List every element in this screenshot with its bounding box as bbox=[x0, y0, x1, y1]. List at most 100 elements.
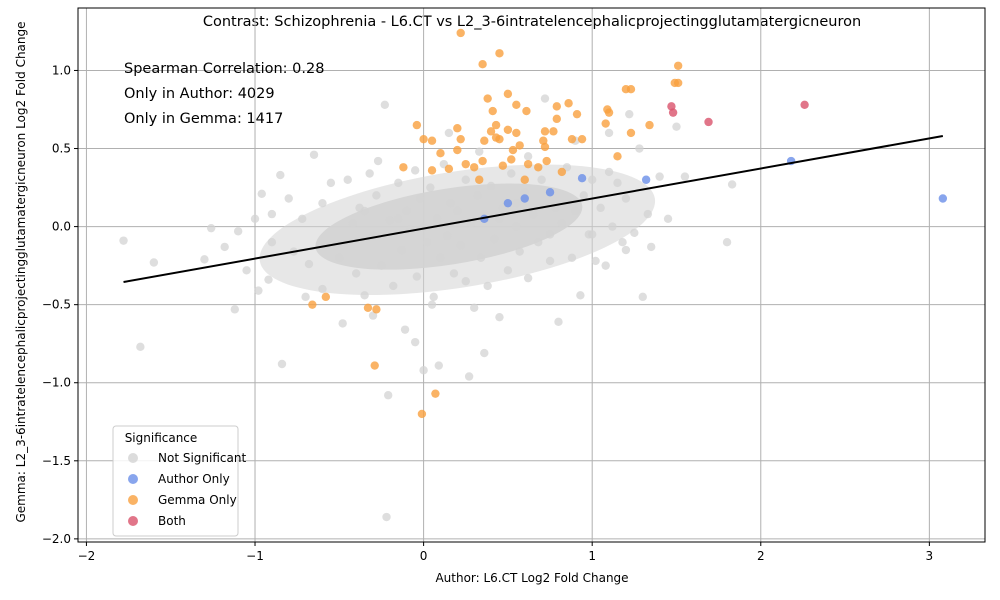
point-not-significant bbox=[410, 337, 420, 347]
point-not-significant bbox=[309, 150, 319, 159]
nonsignificant-density-halo bbox=[259, 164, 656, 295]
point-gemma-only bbox=[456, 134, 465, 144]
point-not-significant bbox=[380, 100, 390, 110]
point-gemma-only bbox=[508, 145, 518, 155]
point-gemma-only bbox=[483, 94, 492, 103]
chart-title: Contrast: Schizophrenia - L6.CT vs L2_3-… bbox=[203, 14, 861, 30]
annotation-gemma-only: Only in Gemma: 1417 bbox=[124, 111, 283, 127]
point-not-significant bbox=[276, 170, 285, 180]
point-not-significant bbox=[545, 230, 555, 239]
point-gemma-only bbox=[540, 142, 550, 152]
point-gemma-only bbox=[444, 164, 454, 174]
point-not-significant bbox=[444, 128, 454, 138]
legend-label-both: Both bbox=[158, 514, 186, 528]
point-not-significant bbox=[284, 194, 293, 203]
y-tick-label: 0.0 bbox=[52, 220, 71, 234]
point-gemma-only bbox=[431, 389, 440, 398]
point-not-significant bbox=[680, 172, 690, 181]
point-gemma-only bbox=[436, 149, 445, 158]
point-author-only bbox=[938, 194, 948, 203]
y-tick-label: −1.5 bbox=[42, 454, 71, 468]
point-gemma-only bbox=[370, 361, 379, 370]
point-gemma-only bbox=[557, 167, 567, 177]
point-gemma-only bbox=[604, 108, 614, 117]
y-tick-label: −2.0 bbox=[42, 532, 71, 546]
point-not-significant bbox=[436, 253, 445, 263]
point-not-significant bbox=[416, 194, 425, 203]
point-not-significant bbox=[480, 348, 489, 358]
point-not-significant bbox=[587, 175, 597, 184]
point-not-significant bbox=[264, 275, 273, 284]
point-not-significant bbox=[254, 286, 263, 295]
point-gemma-only bbox=[480, 136, 489, 145]
point-gemma-only bbox=[613, 152, 622, 161]
y-tick-label: −0.5 bbox=[42, 298, 71, 312]
point-gemma-only bbox=[673, 61, 683, 70]
point-not-significant bbox=[635, 144, 644, 153]
point-gemma-only bbox=[512, 128, 521, 138]
point-gemma-only bbox=[419, 134, 428, 144]
point-not-significant bbox=[495, 214, 504, 223]
point-not-significant bbox=[206, 223, 216, 233]
point-not-significant bbox=[456, 241, 465, 250]
point-not-significant bbox=[515, 247, 524, 256]
point-gemma-only bbox=[308, 300, 317, 309]
point-not-significant bbox=[230, 305, 239, 314]
x-tick-label: 1 bbox=[588, 549, 596, 563]
point-not-significant bbox=[646, 242, 656, 252]
point-not-significant bbox=[587, 230, 597, 239]
point-not-significant bbox=[449, 269, 459, 278]
point-not-significant bbox=[621, 194, 631, 203]
point-not-significant bbox=[368, 311, 378, 320]
point-gemma-only bbox=[645, 120, 654, 130]
point-not-significant bbox=[348, 219, 357, 228]
point-not-significant bbox=[360, 291, 369, 300]
point-not-significant bbox=[304, 259, 314, 269]
point-gemma-only bbox=[515, 141, 524, 150]
point-not-significant bbox=[579, 191, 588, 200]
point-gemma-only bbox=[427, 136, 437, 145]
x-tick-label: 0 bbox=[420, 549, 428, 563]
point-not-significant bbox=[469, 303, 479, 312]
point-not-significant bbox=[643, 209, 653, 219]
point-not-significant bbox=[540, 94, 550, 103]
point-gemma-only bbox=[475, 175, 484, 184]
point-both bbox=[704, 117, 713, 127]
point-not-significant bbox=[503, 266, 513, 275]
point-not-significant bbox=[394, 214, 403, 223]
point-gemma-only bbox=[488, 106, 497, 116]
point-not-significant bbox=[486, 181, 496, 191]
point-not-significant bbox=[591, 256, 600, 266]
x-tick-label: −2 bbox=[78, 549, 96, 563]
point-not-significant bbox=[382, 512, 391, 522]
point-gemma-only bbox=[542, 156, 551, 166]
point-not-significant bbox=[672, 122, 681, 131]
point-not-significant bbox=[250, 214, 260, 223]
y-tick-label: −1.0 bbox=[42, 376, 71, 390]
point-not-significant bbox=[338, 319, 347, 328]
y-axis-label: Gemma: L2_3-6intratelencephalicprojectin… bbox=[14, 21, 28, 522]
point-gemma-only bbox=[453, 145, 462, 155]
point-not-significant bbox=[400, 325, 410, 334]
point-not-significant bbox=[429, 292, 438, 302]
point-not-significant bbox=[625, 109, 634, 119]
point-gemma-only bbox=[503, 89, 513, 99]
x-tick-label: −1 bbox=[246, 549, 264, 563]
point-not-significant bbox=[432, 214, 442, 223]
legend-label-author-only: Author Only bbox=[158, 472, 230, 486]
point-not-significant bbox=[402, 206, 411, 216]
point-gemma-only bbox=[507, 155, 516, 164]
point-not-significant bbox=[604, 128, 614, 138]
point-gemma-only bbox=[626, 128, 636, 138]
point-not-significant bbox=[596, 203, 605, 213]
point-gemma-only bbox=[453, 124, 462, 133]
point-not-significant bbox=[534, 238, 543, 247]
point-not-significant bbox=[385, 216, 395, 225]
point-not-significant bbox=[119, 236, 128, 245]
point-not-significant bbox=[483, 281, 492, 291]
point-author-only bbox=[577, 173, 587, 183]
point-gemma-only bbox=[461, 159, 470, 169]
point-not-significant bbox=[520, 188, 529, 197]
x-axis-ticks: −2 −1 0 1 2 3 bbox=[78, 542, 933, 563]
